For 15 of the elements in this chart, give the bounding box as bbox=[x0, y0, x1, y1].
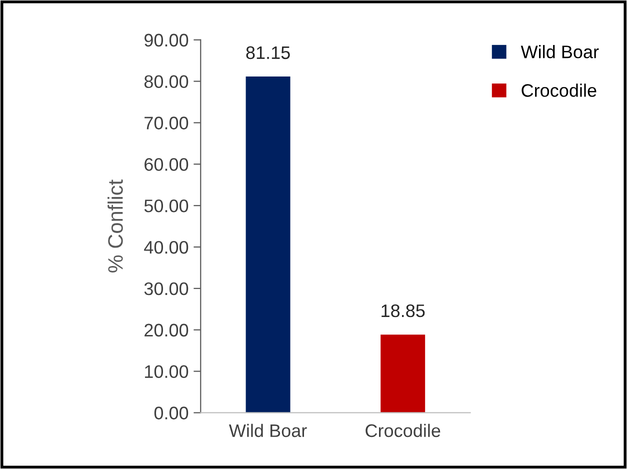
y-tick-label: 30.00 bbox=[144, 282, 188, 296]
y-tick-label: 90.00 bbox=[144, 34, 188, 47]
y-tick-label: 0.00 bbox=[154, 406, 188, 420]
legend-label: Wild Boar bbox=[520, 45, 599, 58]
y-tick-label: 20.00 bbox=[144, 324, 188, 337]
data-label: 18.85 bbox=[382, 304, 425, 318]
y-axis-title: % Conflict bbox=[108, 180, 123, 272]
y-tick-label: 70.00 bbox=[144, 116, 188, 130]
legend-label: Crocodile bbox=[522, 84, 596, 97]
y-tick-label: 10.00 bbox=[145, 365, 188, 378]
y-tick-label: 60.00 bbox=[144, 158, 188, 171]
y-tick-label: 50.00 bbox=[144, 200, 188, 212]
y-tick-label: 80.00 bbox=[144, 75, 188, 88]
y-tick-label: 40.00 bbox=[144, 240, 188, 254]
data-label: 81.15 bbox=[246, 46, 290, 60]
